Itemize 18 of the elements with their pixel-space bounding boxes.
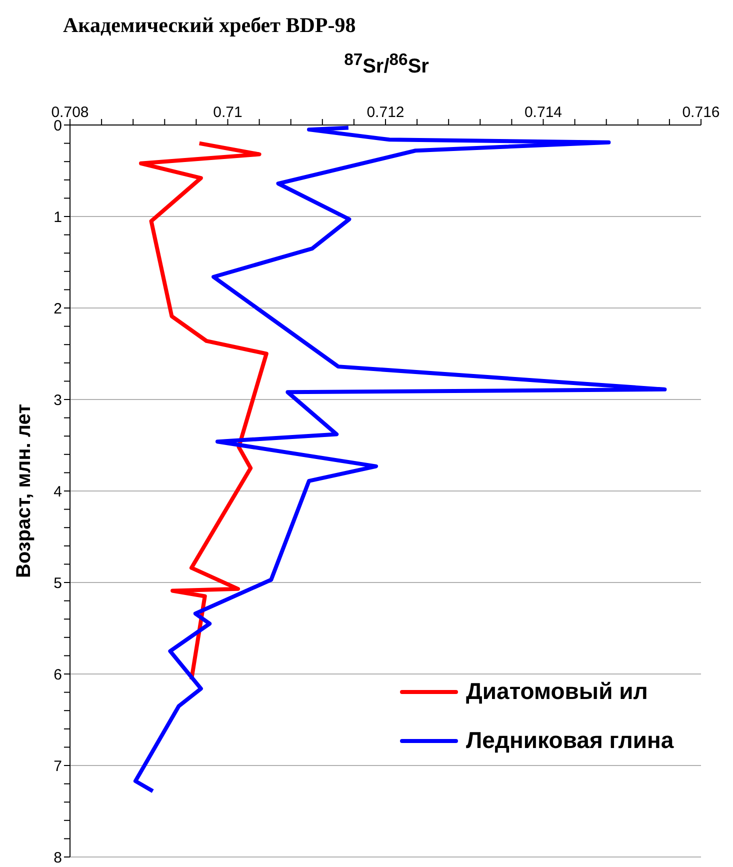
chart-title: Академический хребет BDP-98 [63, 12, 357, 39]
y-tick-label: 8 [54, 849, 62, 866]
y-axis-title: Возраст, млн. лет [13, 404, 35, 578]
y-tick-label: 7 [54, 758, 62, 775]
y-tick-label: 4 [54, 483, 62, 500]
x-tick-label: 0.716 [682, 104, 720, 121]
y-tick-label: 5 [54, 574, 62, 592]
y-tick-label: 3 [54, 392, 62, 409]
y-tick-label: 2 [54, 300, 62, 318]
x-tick-label: 0.71 [213, 104, 242, 121]
legend-label: Ледниковая глина [466, 727, 674, 754]
y-tick-label: 1 [54, 208, 62, 226]
legend-label: Диатомовый ил [466, 678, 648, 705]
y-tick-label: 6 [54, 666, 62, 684]
x-tick-label: 0.712 [366, 104, 404, 121]
x-tick-label: 0.714 [524, 104, 562, 121]
line-series [138, 141, 268, 682]
x-axis-title: $^{87}$Sr/$^{86}$Sr [343, 49, 430, 78]
